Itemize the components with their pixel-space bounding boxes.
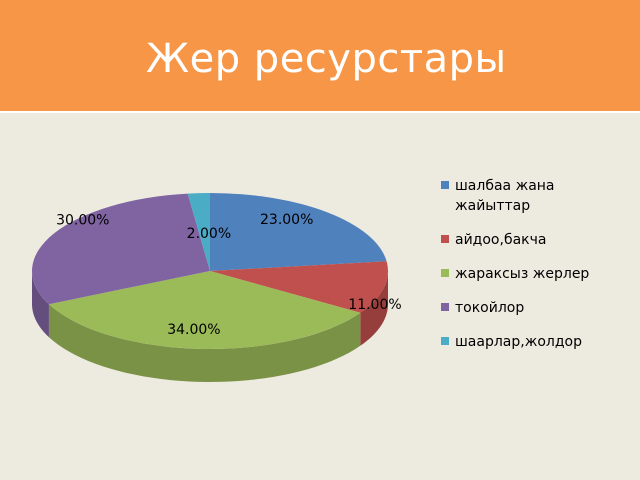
pie-side-айдоо-бакча bbox=[360, 271, 388, 346]
pie-slice-айдоо-бакча bbox=[210, 261, 389, 313]
slide-title: Жер ресурстары bbox=[146, 36, 507, 82]
pie-slice-жараксыз-жерлер bbox=[48, 271, 361, 349]
legend-swatch bbox=[441, 303, 449, 311]
legend-label: айдоо,бакча bbox=[455, 232, 547, 248]
pie-side-токойлор bbox=[32, 271, 49, 338]
data-label-шаарлар-жолдор: 2.00% bbox=[187, 226, 231, 242]
data-labels: 23.00% 11.00% 34.00% 30.00% 2.00% bbox=[56, 212, 402, 338]
pie-chart: 23.00% 11.00% 34.00% 30.00% 2.00% bbox=[32, 193, 402, 382]
legend-item-токойлор: токойлор bbox=[441, 298, 631, 318]
title-bar: Жер ресурстары bbox=[0, 0, 640, 113]
legend-swatch bbox=[441, 235, 449, 243]
pie-slice-токойлор bbox=[32, 193, 211, 305]
data-label-токойлор: 30.00% bbox=[56, 213, 109, 229]
legend-swatch bbox=[441, 181, 449, 189]
pie-slice-шалбаа-жана-жайыттар bbox=[210, 193, 387, 271]
legend-item-шалбаа-жана-жайыттар: шалбаа жана жайыттар bbox=[441, 176, 631, 216]
pie-side-жараксыз-жерлер bbox=[48, 304, 361, 382]
pie-slice-шаарлар-жолдор bbox=[187, 193, 210, 271]
legend-item-жараксыз-жерлер: жараксыз жерлер bbox=[441, 264, 631, 284]
legend-item-айдоо-бакча: айдоо,бакча bbox=[441, 230, 631, 250]
data-label-шалбаа-жана-жайыттар: 23.00% bbox=[260, 212, 313, 228]
pie-layer bbox=[32, 193, 389, 382]
legend-item-шаарлар-жолдор: шаарлар,жолдор bbox=[441, 332, 631, 352]
legend-label: токойлор bbox=[455, 300, 525, 316]
legend-label: жараксыз жерлер bbox=[455, 266, 590, 282]
data-label-жараксыз-жерлер: 34.00% bbox=[167, 322, 220, 338]
chart-legend: шалбаа жана жайыттар айдоо,бакча жараксыз … bbox=[441, 176, 631, 366]
legend-label: шаарлар,жолдор bbox=[455, 334, 582, 350]
legend-swatch bbox=[441, 269, 449, 277]
legend-label: шалбаа жана жайыттар bbox=[455, 178, 555, 214]
data-label-айдоо-бакча: 11.00% bbox=[348, 297, 401, 313]
legend-swatch bbox=[441, 337, 449, 345]
